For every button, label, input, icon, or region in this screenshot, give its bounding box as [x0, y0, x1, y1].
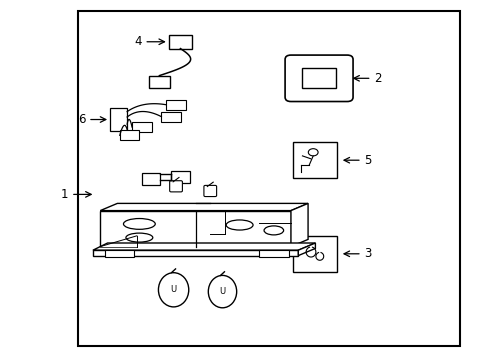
Ellipse shape — [158, 273, 188, 307]
Polygon shape — [100, 211, 290, 247]
Polygon shape — [290, 203, 307, 247]
Ellipse shape — [126, 233, 152, 242]
Bar — [168, 35, 192, 49]
Text: 5: 5 — [364, 154, 371, 167]
FancyBboxPatch shape — [169, 181, 182, 192]
Bar — [293, 236, 337, 272]
Text: 6: 6 — [78, 113, 85, 126]
Ellipse shape — [208, 275, 236, 308]
Bar — [161, 112, 181, 122]
Bar — [110, 108, 127, 131]
Text: 2: 2 — [373, 72, 381, 85]
Bar — [149, 76, 169, 88]
Polygon shape — [100, 203, 307, 211]
Bar — [78, 11, 459, 346]
Bar — [301, 68, 336, 88]
Polygon shape — [298, 243, 315, 256]
Bar — [120, 130, 139, 140]
Bar — [166, 100, 185, 110]
Bar — [259, 250, 288, 257]
FancyBboxPatch shape — [203, 185, 216, 197]
FancyBboxPatch shape — [285, 55, 352, 102]
Bar — [132, 122, 151, 132]
Bar — [171, 171, 189, 183]
Polygon shape — [93, 243, 315, 250]
Text: 1: 1 — [61, 188, 68, 201]
Text: U: U — [170, 285, 176, 294]
Bar — [142, 173, 160, 185]
Polygon shape — [93, 250, 298, 256]
Text: 3: 3 — [364, 247, 371, 260]
Text: 4: 4 — [134, 35, 142, 48]
Bar — [105, 250, 134, 257]
Ellipse shape — [264, 226, 283, 235]
Bar — [293, 142, 337, 178]
Ellipse shape — [225, 220, 253, 230]
Text: U: U — [219, 287, 225, 296]
Ellipse shape — [123, 219, 155, 229]
